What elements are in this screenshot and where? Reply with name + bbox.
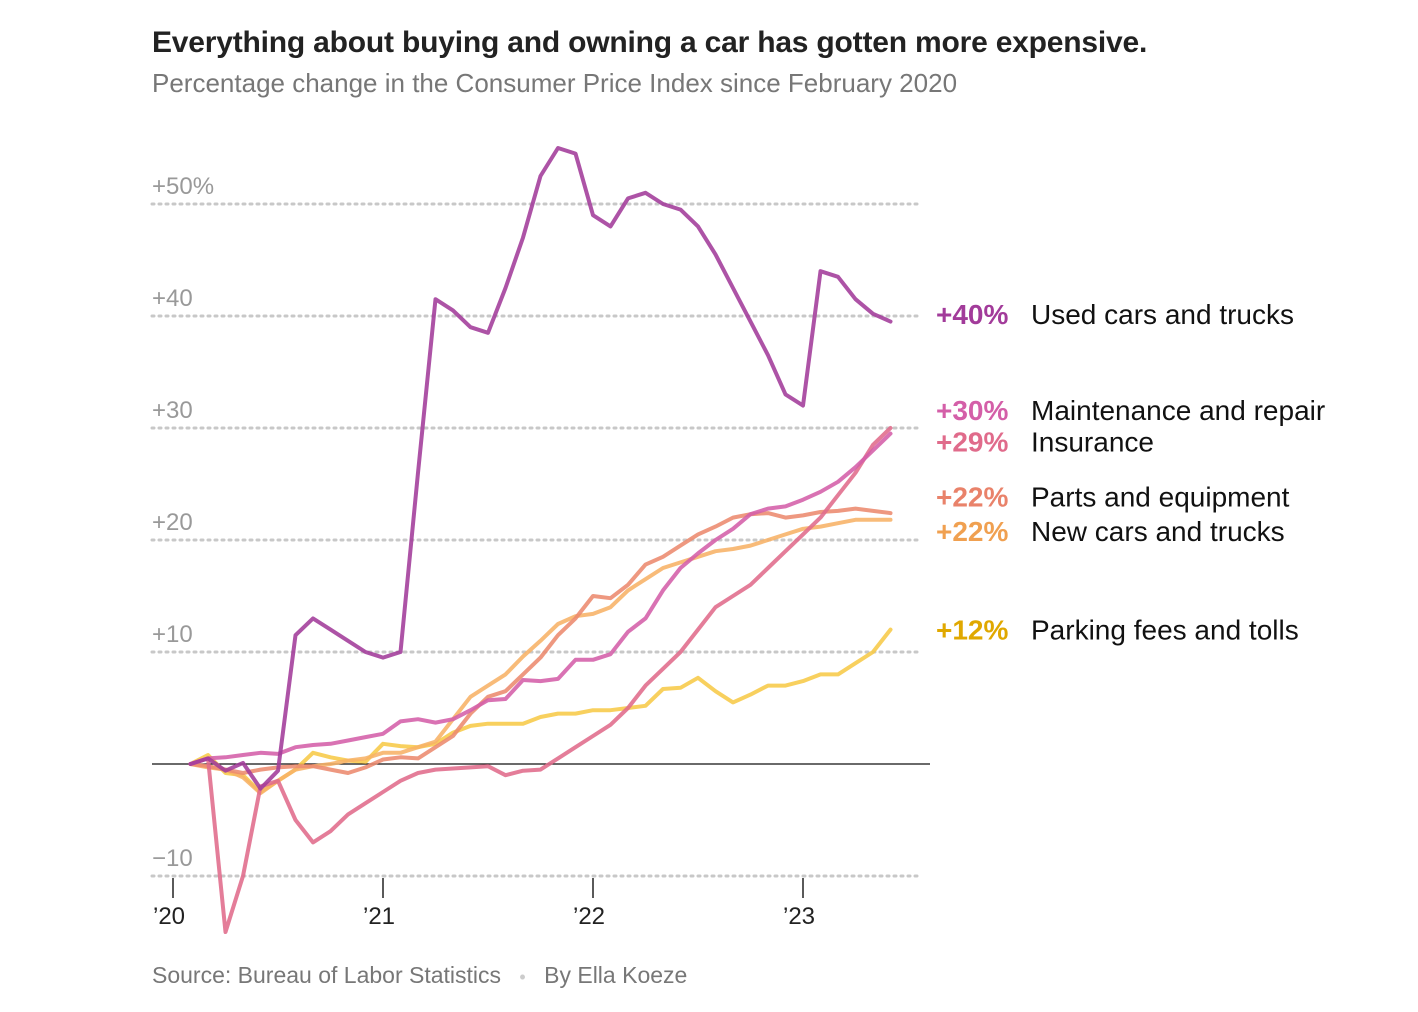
series-value-label: +22% [936,516,1008,547]
chart-footer: Source: Bureau of Labor Statistics • By … [152,962,687,989]
line-chart: +50% +40 +30 +20 +10 −10 ’20 ’21 ’22 ’23 +12% Par… [150,146,1325,934]
separator-dot: • [519,967,526,987]
series-value-label: +30% [936,395,1008,426]
x-tick-label: ’21 [363,903,395,930]
series-name-label: Insurance [1031,426,1154,457]
byline: By Ella Koeze [544,962,688,988]
series-name-label: New cars and trucks [1031,516,1285,547]
series-line-parking-fees-and-tolls [188,627,893,794]
series-value-label: +40% [936,299,1008,330]
series-line-maintenance-and-repair [188,431,893,766]
series-name-label: Used cars and trucks [1031,299,1294,330]
series-line-insurance [188,426,893,934]
y-tick-label: +40 [152,285,193,312]
series-name-label: Maintenance and repair [1031,395,1325,426]
y-tick-label: −10 [152,845,193,872]
chart-subtitle: Percentage change in the Consumer Price … [152,68,958,98]
chart-title: Everything about buying and owning a car… [152,26,1148,59]
y-tick-label: +30 [152,397,193,424]
series-value-label: +12% [936,615,1008,646]
x-tick-label: ’23 [783,903,815,930]
series-line-parts-and-equipment [188,506,893,775]
series-name-label: Parts and equipment [1031,481,1290,512]
x-tick-label: ’22 [573,903,605,930]
x-tick-label: ’20 [153,903,185,930]
source-note: Source: Bureau of Labor Statistics [152,962,502,988]
y-tick-label: +50% [152,173,214,200]
series-value-label: +22% [936,481,1008,512]
y-tick-label: +20 [152,509,193,536]
y-tick-label: +10 [152,621,193,648]
series-line-used-cars-and-trucks [188,146,893,791]
series-value-label: +29% [936,426,1008,457]
series-name-label: Parking fees and tolls [1031,615,1299,646]
